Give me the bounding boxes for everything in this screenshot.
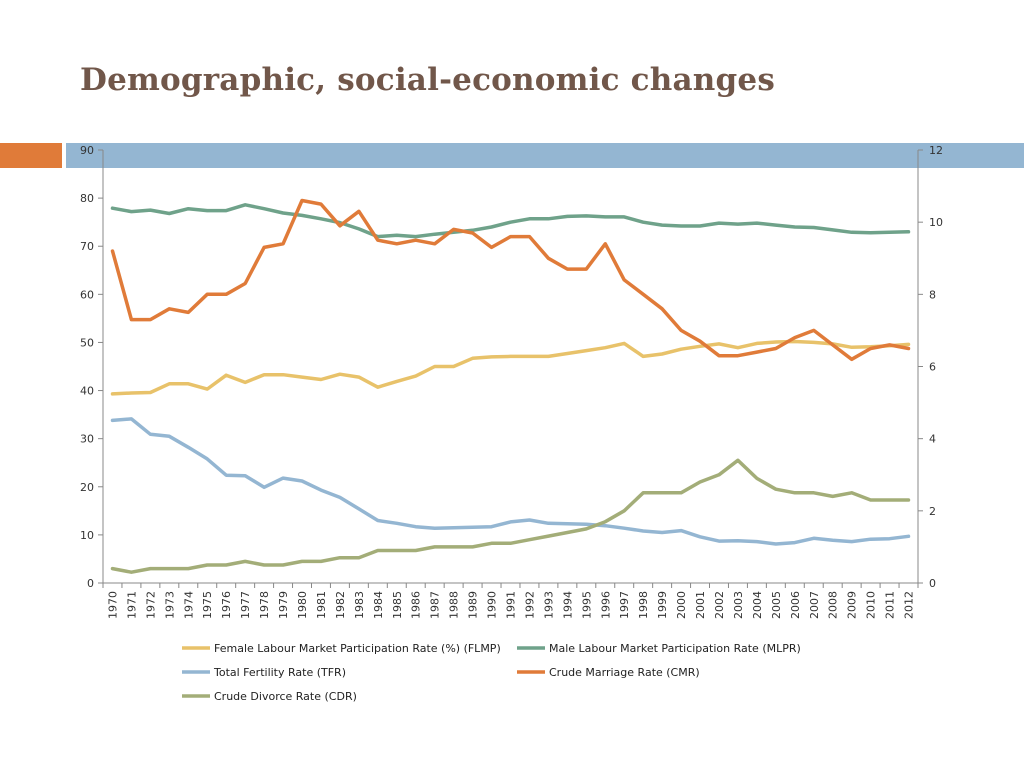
x-tick-label: 1971 — [125, 591, 138, 619]
x-tick-label: 1972 — [144, 591, 157, 619]
series-line — [110, 417, 911, 546]
x-tick-label: 2007 — [808, 591, 821, 619]
y-left-tick-label: 10 — [80, 529, 94, 542]
x-tick-label: 1973 — [163, 591, 176, 619]
accent-bar-blue — [66, 143, 1024, 168]
x-tick-label: 2006 — [789, 591, 802, 619]
x-tick-label: 2005 — [770, 591, 783, 619]
x-tick-label: 1982 — [334, 591, 347, 619]
y-left-tick-label: 40 — [80, 385, 94, 398]
page-title: Demographic, social-economic changes — [80, 62, 775, 98]
y-left-tick-label: 0 — [87, 577, 94, 590]
x-tick-label: 1977 — [239, 591, 252, 619]
x-tick-label: 1991 — [505, 591, 518, 619]
y-right-tick-label: 0 — [929, 577, 936, 590]
x-tick-label: 2001 — [694, 591, 707, 619]
y-left-tick-label: 80 — [80, 192, 94, 205]
x-tick-label: 1980 — [296, 591, 309, 619]
x-tick-label: 2002 — [713, 591, 726, 619]
x-tick-label: 1988 — [448, 591, 461, 619]
x-tick-label: 1992 — [523, 591, 536, 619]
x-tick-label: 2010 — [865, 591, 878, 619]
x-tick-label: 2009 — [846, 591, 859, 619]
x-tick-label: 1985 — [391, 591, 404, 619]
accent-bar-orange — [0, 143, 62, 168]
x-tick-label: 1975 — [201, 591, 214, 619]
y-left-tick-label: 60 — [80, 288, 94, 301]
x-tick-label: 1981 — [315, 591, 328, 619]
x-tick-label: 1990 — [486, 591, 499, 619]
chart-series — [110, 198, 911, 574]
x-tick-label: 2000 — [675, 591, 688, 619]
x-tick-label: 2004 — [751, 591, 764, 619]
y-left-tick-label: 20 — [80, 481, 94, 494]
legend-label: Total Fertility Rate (TFR) — [213, 666, 346, 679]
y-right-tick-label: 8 — [929, 288, 936, 301]
y-left-tick-label: 70 — [80, 240, 94, 253]
legend-label: Male Labour Market Participation Rate (M… — [549, 642, 801, 655]
x-tick-label: 1984 — [372, 591, 385, 619]
y-left-tick-label: 30 — [80, 433, 94, 446]
y-right-tick-label: 6 — [929, 361, 936, 374]
y-right-tick-label: 2 — [929, 505, 936, 518]
legend-label: Female Labour Market Participation Rate … — [214, 642, 501, 655]
x-tick-label: 1978 — [258, 591, 271, 619]
legend-label: Crude Marriage Rate (CMR) — [549, 666, 700, 679]
y-right-tick-label: 12 — [929, 144, 943, 157]
x-tick-label: 1996 — [599, 591, 612, 619]
chart-tick-labels: 0 10 20 30 40 50 60 70 80 90 0 2 4 6 8 10 12 1970 1971 1972… — [80, 144, 943, 619]
series-line — [110, 458, 911, 574]
x-tick-label: 1993 — [542, 591, 555, 619]
chart-axes — [98, 149, 923, 588]
y-left-tick-label: 50 — [80, 336, 94, 349]
x-tick-label: 1974 — [182, 591, 195, 619]
legend-label: Crude Divorce Rate (CDR) — [214, 690, 357, 703]
y-left-tick-label: 90 — [80, 144, 94, 157]
x-tick-label: 1998 — [637, 591, 650, 619]
series-line — [110, 339, 911, 396]
x-tick-label: 2012 — [903, 591, 916, 619]
x-tick-label: 2011 — [884, 591, 897, 619]
series-line — [110, 203, 911, 239]
x-tick-label: 2003 — [732, 591, 745, 619]
x-tick-label: 1994 — [561, 591, 574, 619]
x-tick-label: 1979 — [277, 591, 290, 619]
x-tick-label: 1987 — [429, 591, 442, 619]
x-tick-label: 1976 — [220, 591, 233, 619]
x-tick-label: 1983 — [353, 591, 366, 619]
x-tick-label: 1970 — [106, 591, 119, 619]
x-tick-label: 1986 — [410, 591, 423, 619]
series-line — [110, 198, 911, 362]
chart-legend: Female Labour Market Participation Rate … — [182, 642, 801, 703]
y-right-tick-label: 10 — [929, 216, 943, 229]
x-tick-label: 1989 — [467, 591, 480, 619]
x-tick-label: 1995 — [580, 591, 593, 619]
x-tick-label: 2008 — [827, 591, 840, 619]
y-right-tick-label: 4 — [929, 433, 936, 446]
x-tick-label: 1997 — [618, 591, 631, 619]
x-tick-label: 1999 — [656, 591, 669, 619]
